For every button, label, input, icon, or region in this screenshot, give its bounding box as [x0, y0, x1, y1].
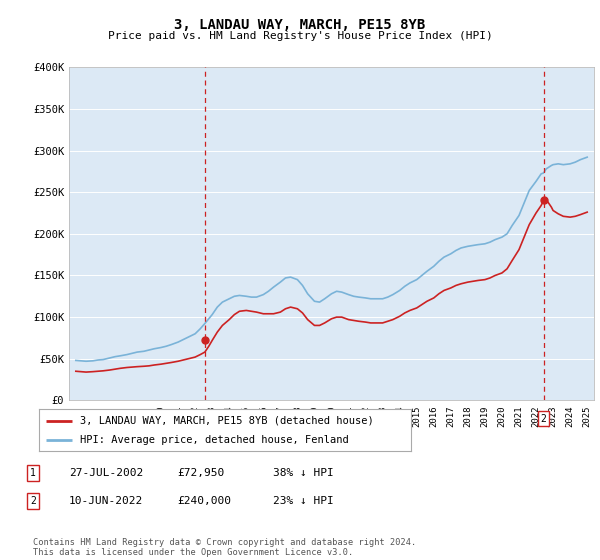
Text: 3, LANDAU WAY, MARCH, PE15 8YB: 3, LANDAU WAY, MARCH, PE15 8YB [175, 18, 425, 32]
Text: 38% ↓ HPI: 38% ↓ HPI [273, 468, 334, 478]
Text: 27-JUL-2002: 27-JUL-2002 [69, 468, 143, 478]
Text: £240,000: £240,000 [177, 496, 231, 506]
Text: Contains HM Land Registry data © Crown copyright and database right 2024.
This d: Contains HM Land Registry data © Crown c… [33, 538, 416, 557]
Text: HPI: Average price, detached house, Fenland: HPI: Average price, detached house, Fenl… [80, 435, 349, 445]
Text: Price paid vs. HM Land Registry's House Price Index (HPI): Price paid vs. HM Land Registry's House … [107, 31, 493, 41]
Text: 1: 1 [30, 468, 36, 478]
Text: 10-JUN-2022: 10-JUN-2022 [69, 496, 143, 506]
Text: 3, LANDAU WAY, MARCH, PE15 8YB (detached house): 3, LANDAU WAY, MARCH, PE15 8YB (detached… [80, 416, 374, 426]
Text: 2: 2 [30, 496, 36, 506]
Text: 2: 2 [541, 414, 547, 424]
Text: 1: 1 [202, 414, 208, 424]
Text: 23% ↓ HPI: 23% ↓ HPI [273, 496, 334, 506]
Text: £72,950: £72,950 [177, 468, 224, 478]
